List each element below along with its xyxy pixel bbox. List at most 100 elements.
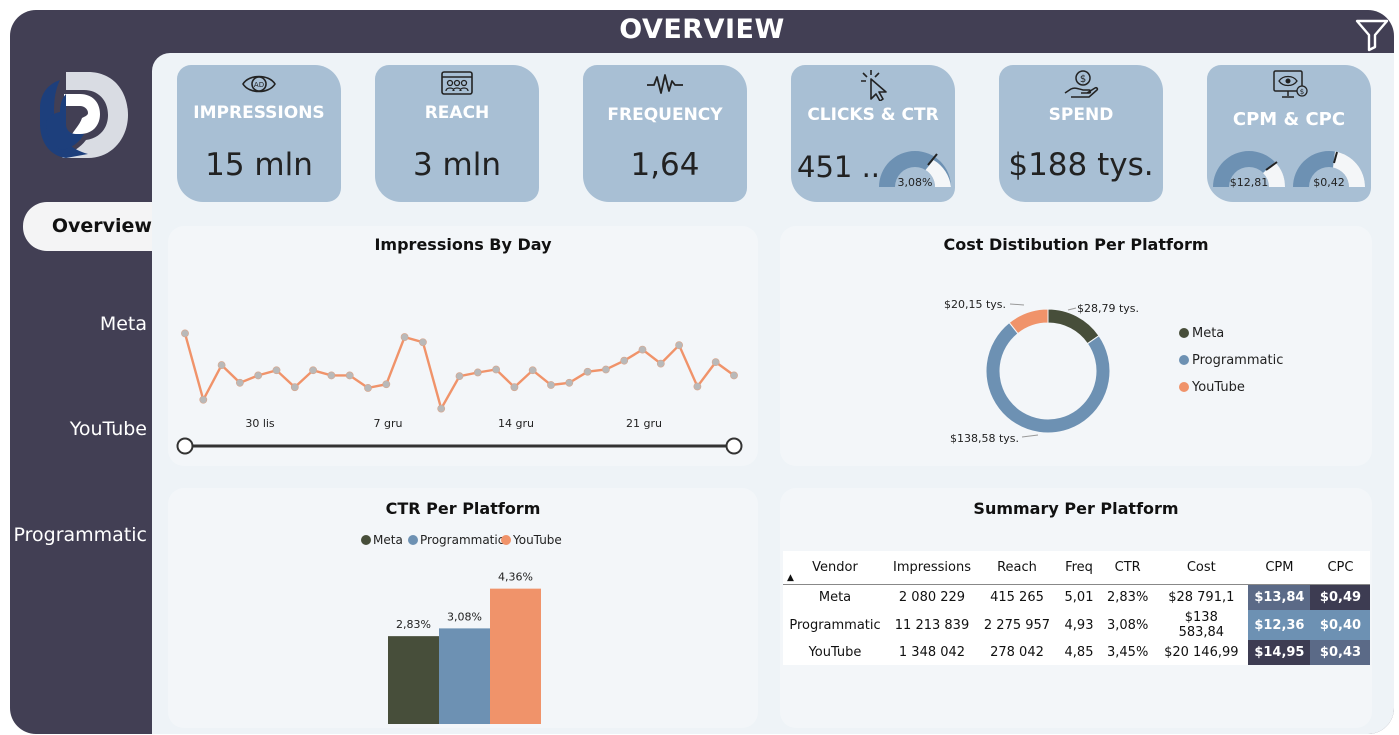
bar-programmatic [439,628,490,724]
cpm-gauge: $12,81 [1213,151,1286,189]
kpi-clicks-ctr: CLICKS & CTR 451 ... 3,08% [791,65,955,202]
cell-impressions: 2 080 229 [887,584,977,610]
data-point [345,371,354,380]
cost-donut-chart: $28,79 tys. $138,58 tys. $20,15 tys. Meta … [944,298,1283,445]
bar-data-label: 4,36% [498,571,533,584]
cursor-click-icon [791,69,955,105]
legend-label-programmatic: Programmatic [1192,353,1283,368]
column-header-ctr[interactable]: CTR [1101,551,1155,585]
data-point [400,333,409,341]
data-point [254,371,263,380]
donut-slice-youtube [1008,308,1049,335]
cell-impressions: 1 348 042 [887,640,977,665]
impressions-by-day-card: Impressions By Day [168,226,758,466]
data-point [364,384,372,392]
nav-item-meta[interactable]: Meta [99,313,147,335]
data-point [437,404,446,413]
slice-leader-line [1067,307,1077,311]
cell-cpm: $12,36 [1248,610,1311,640]
ctr-bar-chart: Meta Programmatic YouTube 2,83% 3,08% 4,36… [361,533,562,724]
data-point [528,366,537,375]
legend-label-meta: Meta [373,533,403,547]
nav-item-youtube[interactable]: YouTube [69,418,147,440]
audience-icon [375,69,539,103]
column-header-freq[interactable]: Freq [1057,551,1101,585]
slice-data-label: $138,58 tys. [950,432,1019,445]
cpm-gauge-label: $12,81 [1230,176,1269,189]
table-row: Programmatic 11 213 839 2 275 957 4,93 3… [783,610,1371,640]
kpi-impressions-label: IMPRESSIONS [193,103,325,123]
pulse-icon [583,69,747,103]
svg-text:$: $ [1080,74,1086,85]
cell-cost: $20 146,99 [1154,640,1249,665]
monitor-eye-icon: $ [1207,69,1371,105]
ctr-chart-title: CTR Per Platform [385,499,541,518]
summary-title: Summary Per Platform [973,499,1179,518]
cell-reach: 415 265 [977,584,1057,610]
column-header-cost[interactable]: Cost [1154,551,1249,585]
filter-icon[interactable] [1354,16,1390,52]
data-point [492,365,500,374]
ad-eye-icon: AD [177,69,341,103]
data-point [473,368,482,377]
data-point [711,358,720,367]
slider-start-handle[interactable] [176,437,194,455]
column-header-reach[interactable]: Reach [977,551,1057,585]
table-row: Meta 2 080 229 415 265 5,01 2,83% $28 79… [783,584,1371,610]
legend-swatch-meta [361,535,371,545]
data-point [510,383,519,392]
data-point [565,378,574,387]
legend-swatch-youtube [501,535,511,545]
data-point [309,366,317,375]
cpc-gauge: $0,42 [1293,151,1365,189]
kpi-impressions: AD IMPRESSIONS 15 mln [177,65,341,202]
legend-swatch-youtube [1179,382,1189,392]
cell-impressions: 11 213 839 [887,610,977,640]
column-header-cpc[interactable]: CPC [1310,551,1371,585]
ctr-legend: Meta Programmatic YouTube [361,533,562,547]
kpi-reach-label: REACH [424,103,490,123]
slice-data-label: $28,79 tys. [1077,302,1139,315]
column-header-cpm[interactable]: CPM [1248,551,1311,585]
impressions-series-line [183,333,735,412]
nav-item-programmatic[interactable]: Programmatic [13,524,148,546]
cell-vendor: Programmatic [783,610,887,640]
column-header-impressions[interactable]: Impressions [887,551,977,585]
cost-legend: Meta Programmatic YouTube [1179,326,1283,395]
cell-cpc: $0,49 [1310,584,1371,610]
column-header-vendor[interactable]: Vendor ▲ [783,551,887,585]
cell-cpc: $0,40 [1310,610,1371,640]
kpi-clicks-value: 451 ... [797,150,890,184]
cell-reach: 278 042 [977,640,1057,665]
table-header-row: Vendor ▲ Impressions Reach Freq CTR Cost … [783,551,1371,585]
x-tick-label: 14 gru [498,417,534,430]
kpi-frequency-label: FREQUENCY [607,105,723,125]
cell-vendor: YouTube [783,640,887,665]
data-point [217,361,226,369]
slider-end-handle[interactable] [725,437,743,455]
kpi-spend: $ SPEND $188 tys. [999,65,1163,202]
data-point [181,329,189,338]
kpi-cpm-cpc-label: CPM & CPC [1232,109,1346,130]
data-point [638,345,647,354]
legend-label-youtube: YouTube [1191,380,1245,395]
data-point [418,338,427,347]
x-tick-label: 30 lis [245,417,275,430]
page-title: OVERVIEW [619,14,785,45]
kpi-spend-label: SPEND [1048,105,1114,125]
svg-text:$: $ [1300,88,1304,96]
data-point [675,341,683,350]
table-row: YouTube 1 348 042 278 042 4,85 3,45% $20… [783,640,1371,665]
data-point [620,356,629,365]
cell-ctr: 2,83% [1101,584,1155,610]
legend-label-youtube: YouTube [512,533,562,547]
legend-label-meta: Meta [1192,326,1224,341]
brand-logo [40,72,128,158]
donut-slice-programmatic [985,321,1111,434]
nav-item-overview[interactable]: Overview [23,202,158,251]
x-tick-label: 21 gru [626,417,662,430]
data-point [272,366,281,375]
cost-chart-title: Cost Distibution Per Platform [943,235,1209,254]
legend-swatch-meta [1179,328,1189,338]
data-point [199,395,208,404]
